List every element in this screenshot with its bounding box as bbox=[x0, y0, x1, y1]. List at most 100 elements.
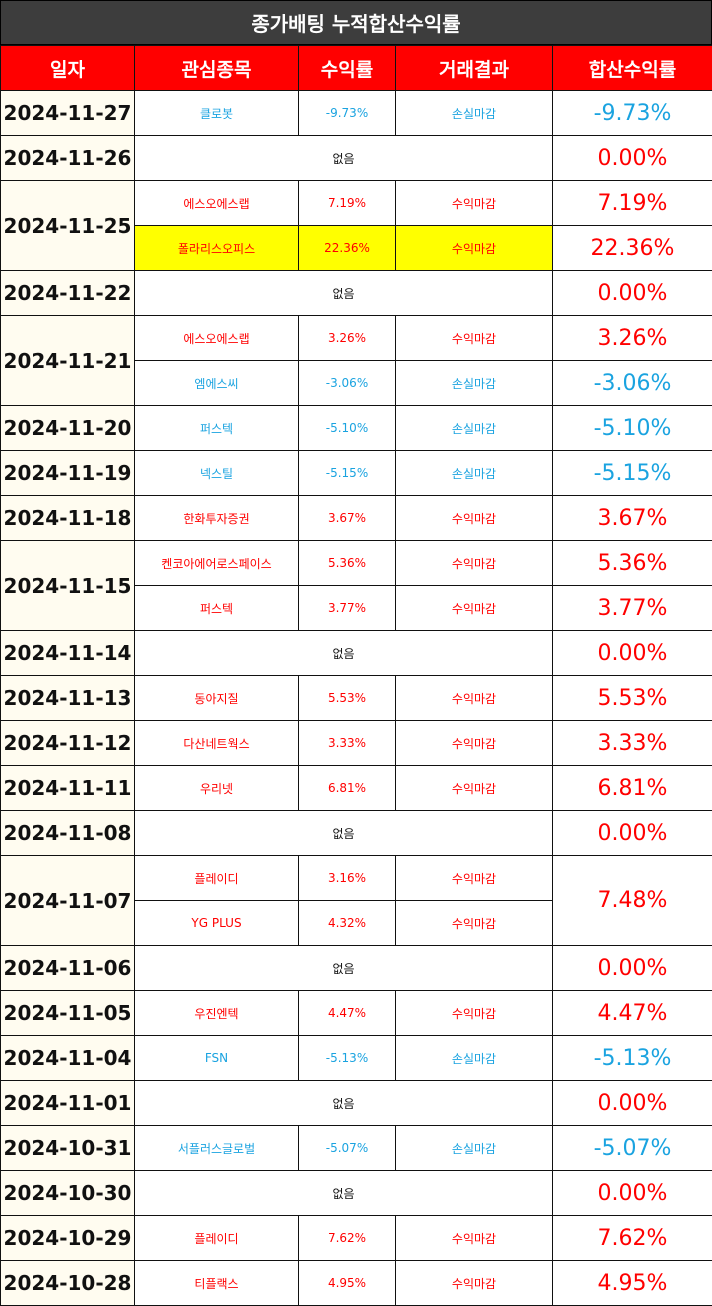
no-trade-cell: 없음 bbox=[134, 135, 553, 181]
total-return-cell: 4.47% bbox=[552, 990, 712, 1036]
table-row: 2024-11-18 한화투자증권 3.67% 수익마감 3.67% bbox=[0, 495, 712, 541]
stock-name-cell: 플레이디 bbox=[134, 1215, 299, 1261]
trade-result-cell: 수익마감 bbox=[395, 1215, 553, 1261]
no-trade-cell: 없음 bbox=[134, 1170, 553, 1216]
total-return-cell: 22.36% bbox=[552, 225, 712, 271]
date-cell: 2024-10-29 bbox=[0, 1215, 135, 1261]
table-row: 2024-11-12 다산네트웍스 3.33% 수익마감 3.33% bbox=[0, 720, 712, 766]
trade-result-cell: 손실마감 bbox=[395, 450, 553, 496]
trade-result-cell: 손실마감 bbox=[395, 90, 553, 136]
total-return-cell: 0.00% bbox=[552, 1170, 712, 1216]
table-row: 2024-11-11 우리넷 6.81% 수익마감 6.81% bbox=[0, 765, 712, 811]
stock-name-cell: YG PLUS bbox=[134, 900, 299, 946]
total-return-cell: 0.00% bbox=[552, 945, 712, 991]
date-cell: 2024-11-14 bbox=[0, 630, 135, 676]
table-row: 2024-11-04 FSN -5.13% 손실마감 -5.13% bbox=[0, 1035, 712, 1081]
trade-result-cell: 수익마감 bbox=[395, 180, 553, 226]
header-row: 일자 관심종목 수익률 거래결과 합산수익률 bbox=[0, 45, 712, 91]
return-rate-cell: 7.19% bbox=[298, 180, 396, 226]
total-return-cell: -9.73% bbox=[552, 90, 712, 136]
date-cell: 2024-11-06 bbox=[0, 945, 135, 991]
trade-result-cell: 손실마감 bbox=[395, 1125, 553, 1171]
return-rate-cell: -5.07% bbox=[298, 1125, 396, 1171]
total-return-cell: 0.00% bbox=[552, 270, 712, 316]
returns-table: 일자 관심종목 수익률 거래결과 합산수익률 2024-11-27 클로봇 -9.7… bbox=[0, 45, 712, 1306]
table-row: 퍼스텍 3.77% 수익마감 3.77% bbox=[1, 585, 712, 631]
table-row: 2024-11-26 없음 0.00% bbox=[0, 135, 712, 181]
no-trade-cell: 없음 bbox=[134, 1080, 553, 1126]
return-rate-cell: 4.32% bbox=[298, 900, 396, 946]
trade-result-cell: 수익마감 bbox=[395, 675, 553, 721]
no-trade-cell: 없음 bbox=[134, 270, 553, 316]
total-return-cell: 0.00% bbox=[552, 630, 712, 676]
date-cell: 2024-11-20 bbox=[0, 405, 135, 451]
return-rate-cell: 4.47% bbox=[298, 990, 396, 1036]
trade-result-cell: 손실마감 bbox=[395, 1035, 553, 1081]
return-rate-cell: -5.13% bbox=[298, 1035, 396, 1081]
total-return-cell: 7.19% bbox=[552, 180, 712, 226]
return-rate-cell: -5.15% bbox=[298, 450, 396, 496]
stock-name-cell: 우진엔텍 bbox=[134, 990, 299, 1036]
date-cell: 2024-11-18 bbox=[0, 495, 135, 541]
table-row: 2024-11-05 우진엔텍 4.47% 수익마감 4.47% bbox=[0, 990, 712, 1036]
table-row: 2024-11-07 플레이디 3.16% 수익마감 7.48% bbox=[0, 855, 712, 946]
table-title: 종가배팅 누적합산수익률 bbox=[0, 0, 712, 45]
table-row: 2024-11-15 켄코아에어로스페이스 5.36% 수익마감 5.36% bbox=[0, 540, 712, 631]
total-return-cell: 7.62% bbox=[552, 1215, 712, 1261]
return-rate-cell: -3.06% bbox=[298, 360, 396, 406]
date-cell: 2024-11-25 bbox=[0, 180, 135, 271]
table-row: YG PLUS 4.32% 수익마감 bbox=[1, 900, 712, 946]
table-row: 2024-10-29 플레이디 7.62% 수익마감 7.62% bbox=[0, 1215, 712, 1261]
header-rate: 수익률 bbox=[298, 45, 396, 91]
total-return-cell: -5.13% bbox=[552, 1035, 712, 1081]
return-rate-cell: 3.26% bbox=[298, 315, 396, 361]
stock-name-cell: 한화투자증권 bbox=[134, 495, 299, 541]
trade-result-cell: 수익마감 bbox=[395, 315, 553, 361]
trade-result-cell: 수익마감 bbox=[395, 225, 553, 271]
stock-name-cell: 클로봇 bbox=[134, 90, 299, 136]
table-row: 엠에스씨 -3.06% 손실마감 -3.06% bbox=[1, 360, 712, 406]
stock-name-cell: 다산네트웍스 bbox=[134, 720, 299, 766]
date-cell: 2024-10-30 bbox=[0, 1170, 135, 1216]
table-row: 2024-10-31 서플러스글로벌 -5.07% 손실마감 -5.07% bbox=[0, 1125, 712, 1171]
trade-result-cell: 수익마감 bbox=[395, 720, 553, 766]
table-row: 2024-10-30 없음 0.00% bbox=[0, 1170, 712, 1216]
table-row: 2024-11-21 에스오에스랩 3.26% 수익마감 3.26% bbox=[0, 315, 712, 406]
trade-result-cell: 수익마감 bbox=[395, 765, 553, 811]
return-rate-cell: 4.95% bbox=[298, 1260, 396, 1306]
return-rate-cell: 5.36% bbox=[298, 540, 396, 586]
total-return-cell: 0.00% bbox=[552, 135, 712, 181]
trade-result-cell: 손실마감 bbox=[395, 405, 553, 451]
trade-result-cell: 수익마감 bbox=[395, 495, 553, 541]
date-cell: 2024-11-26 bbox=[0, 135, 135, 181]
stock-name-cell: 엠에스씨 bbox=[134, 360, 299, 406]
total-return-cell: 5.53% bbox=[552, 675, 712, 721]
date-cell: 2024-11-11 bbox=[0, 765, 135, 811]
table-row: 2024-11-27 클로봇 -9.73% 손실마감 -9.73% bbox=[0, 90, 712, 136]
return-rate-cell: 3.16% bbox=[298, 855, 396, 901]
date-cell: 2024-11-05 bbox=[0, 990, 135, 1036]
table-row: 2024-11-14 없음 0.00% bbox=[0, 630, 712, 676]
return-rate-cell: 22.36% bbox=[298, 225, 396, 271]
date-cell: 2024-11-22 bbox=[0, 270, 135, 316]
total-return-cell: 0.00% bbox=[552, 810, 712, 856]
date-cell: 2024-11-08 bbox=[0, 810, 135, 856]
date-cell: 2024-11-19 bbox=[0, 450, 135, 496]
table-row: 2024-11-06 없음 0.00% bbox=[0, 945, 712, 991]
trade-result-cell: 수익마감 bbox=[395, 585, 553, 631]
stock-name-cell: 티플랙스 bbox=[134, 1260, 299, 1306]
total-return-cell: -5.10% bbox=[552, 405, 712, 451]
table-row: 2024-11-08 없음 0.00% bbox=[0, 810, 712, 856]
stock-name-cell: 폴라리스오피스 bbox=[134, 225, 299, 271]
table-row: 2024-11-13 동아지질 5.53% 수익마감 5.53% bbox=[0, 675, 712, 721]
trade-result-cell: 수익마감 bbox=[395, 990, 553, 1036]
table-row: 2024-11-19 넥스틸 -5.15% 손실마감 -5.15% bbox=[0, 450, 712, 496]
return-rate-cell: -5.10% bbox=[298, 405, 396, 451]
trade-result-cell: 수익마감 bbox=[395, 900, 553, 946]
trade-result-cell: 수익마감 bbox=[395, 855, 553, 901]
return-rate-cell: 3.67% bbox=[298, 495, 396, 541]
table-body: 2024-11-27 클로봇 -9.73% 손실마감 -9.73% 2024-11-26 없… bbox=[0, 90, 712, 1306]
total-return-cell: -3.06% bbox=[552, 360, 712, 406]
table-row: 폴라리스오피스 22.36% 수익마감 22.36% bbox=[1, 225, 712, 271]
date-cell: 2024-11-01 bbox=[0, 1080, 135, 1126]
